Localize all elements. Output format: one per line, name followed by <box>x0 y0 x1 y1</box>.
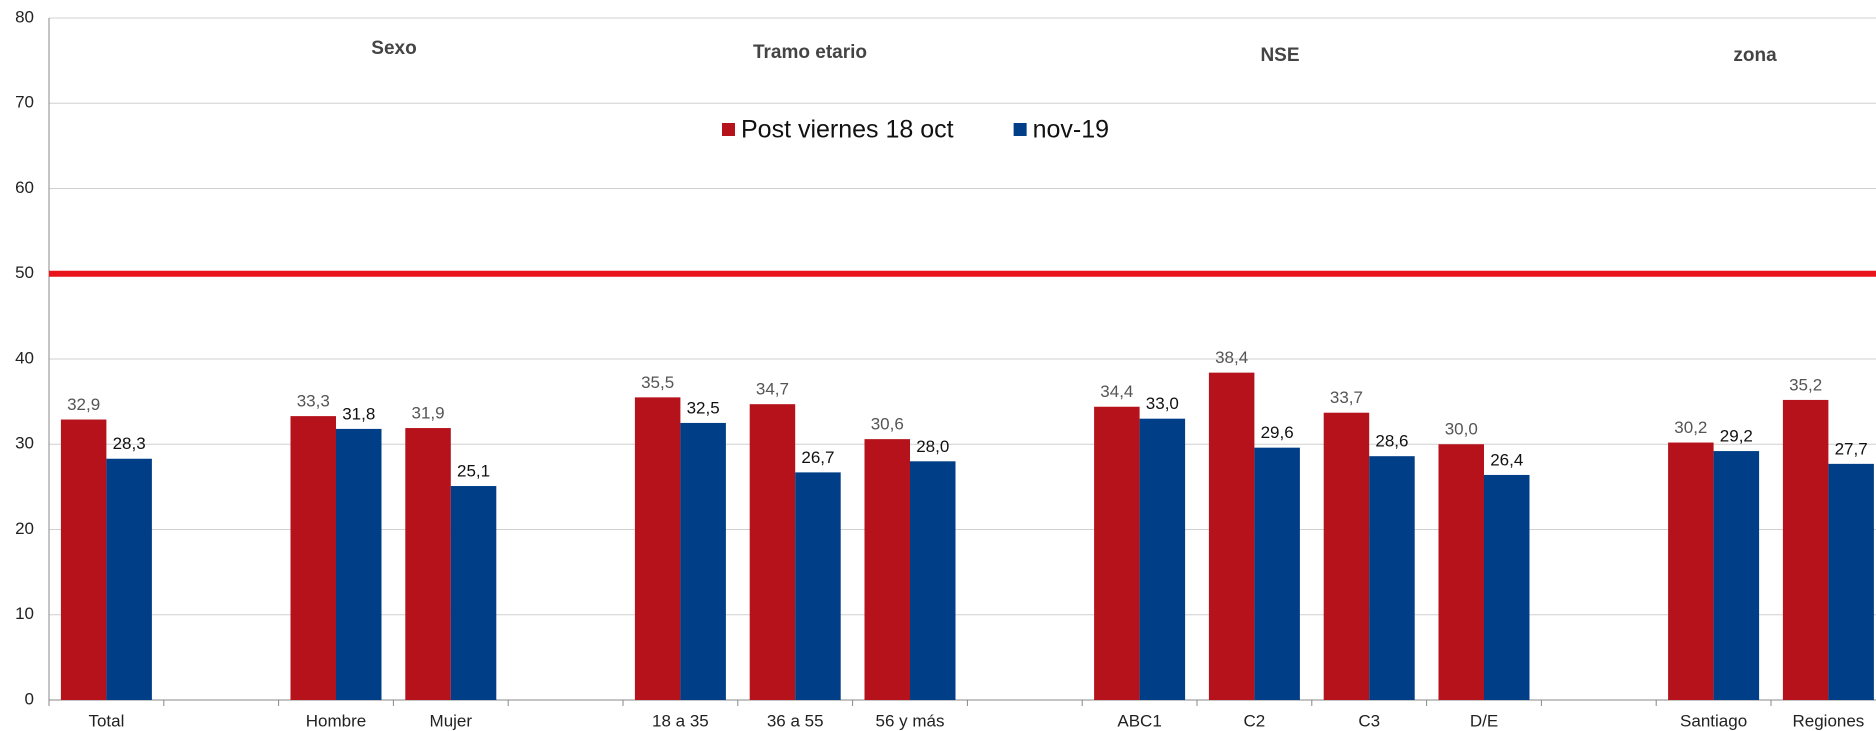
bar <box>680 422 726 700</box>
bar <box>336 428 382 700</box>
group-label: NSE <box>1260 45 1299 66</box>
data-label: 28,6 <box>1375 432 1408 451</box>
group-label: zona <box>1733 45 1777 66</box>
y-tick-label: 40 <box>15 348 34 367</box>
bar <box>60 419 107 700</box>
group-label: Tramo etario <box>753 42 867 63</box>
bar <box>1369 456 1415 700</box>
x-tick-label: 18 a 35 <box>652 711 709 730</box>
legend-swatch <box>1013 123 1027 136</box>
y-tick-label: 20 <box>15 519 34 538</box>
legend-label: Post viernes 18 oct <box>741 116 954 144</box>
data-label: 32,9 <box>67 395 100 414</box>
data-label: 28,0 <box>916 437 949 456</box>
bar <box>405 428 451 700</box>
data-label: 28,3 <box>113 434 146 453</box>
bar <box>1139 418 1186 700</box>
data-label: 33,7 <box>1330 388 1363 407</box>
data-label: 34,4 <box>1100 382 1133 401</box>
data-label: 26,4 <box>1490 450 1523 469</box>
data-label: 25,1 <box>457 462 490 481</box>
data-label: 30,2 <box>1674 418 1707 437</box>
x-tick-label: Regiones <box>1792 711 1864 730</box>
data-label: 30,6 <box>871 415 904 434</box>
bar <box>290 416 336 700</box>
bar <box>1484 474 1530 700</box>
x-tick-label: Mujer <box>430 711 473 730</box>
x-tick-label: Total <box>88 711 124 730</box>
data-label: 33,0 <box>1146 394 1179 413</box>
data-label: 35,2 <box>1789 375 1822 394</box>
x-tick-label: Hombre <box>306 711 366 730</box>
y-tick-label: 80 <box>15 7 34 26</box>
y-tick-label: 50 <box>15 263 34 282</box>
group-label: Sexo <box>371 38 416 59</box>
x-tick-label: 56 y más <box>876 711 945 730</box>
data-label: 34,7 <box>756 380 789 399</box>
x-tick-label: ABC1 <box>1117 711 1161 730</box>
bar <box>1438 444 1484 700</box>
bar <box>1782 399 1829 700</box>
bar <box>1713 451 1760 700</box>
y-tick-label: 0 <box>25 689 34 708</box>
bar <box>634 397 681 700</box>
x-tick-label: C3 <box>1358 711 1380 730</box>
data-label: 29,6 <box>1261 423 1294 442</box>
y-tick-label: 60 <box>15 178 34 197</box>
bar <box>450 486 497 700</box>
data-label: 27,7 <box>1835 439 1868 458</box>
x-tick-label: Santiago <box>1680 711 1747 730</box>
bar <box>106 458 152 700</box>
bar <box>1323 412 1370 700</box>
legend-swatch <box>722 123 735 136</box>
data-label: 26,7 <box>801 448 834 467</box>
data-label: 30,0 <box>1445 420 1478 439</box>
data-label: 29,2 <box>1720 427 1753 446</box>
bar <box>864 439 910 700</box>
bar <box>910 461 956 700</box>
bar <box>1668 442 1714 700</box>
data-label: 31,8 <box>342 404 375 423</box>
bar <box>749 404 796 700</box>
x-tick-label: D/E <box>1470 711 1498 730</box>
y-tick-label: 70 <box>15 93 34 112</box>
data-label: 35,5 <box>641 373 674 392</box>
y-tick-label: 30 <box>15 434 34 453</box>
data-label: 33,3 <box>297 392 330 411</box>
x-tick-label: C2 <box>1244 711 1266 730</box>
bar <box>1828 463 1874 700</box>
y-tick-label: 10 <box>15 604 34 623</box>
bar <box>1254 447 1300 700</box>
data-label: 38,4 <box>1215 348 1248 367</box>
data-label: 31,9 <box>412 404 445 423</box>
data-label: 32,5 <box>687 398 720 417</box>
bar <box>1208 372 1255 700</box>
legend-label: nov-19 <box>1033 116 1109 144</box>
bar <box>1094 406 1140 700</box>
x-tick-label: 36 a 55 <box>767 711 824 730</box>
bar <box>795 472 841 700</box>
